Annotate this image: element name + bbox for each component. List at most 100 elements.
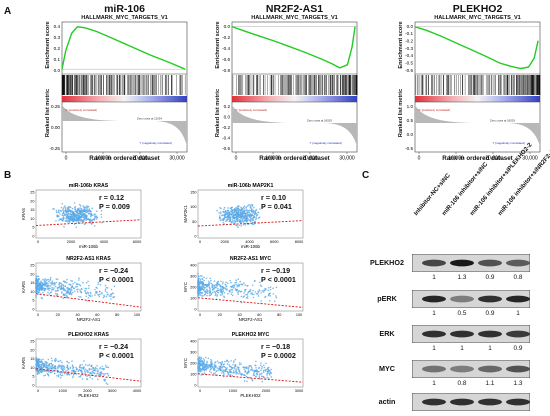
metric-tick-label: 0.0 — [407, 132, 414, 137]
band-quant-value: 1.1 — [485, 380, 495, 387]
scatter-x-label: PLEKHO2 — [240, 393, 261, 398]
metric-tick-label: -0.5 — [405, 146, 413, 151]
scatter-title: PLEKHO2 MYC — [232, 332, 270, 338]
zero-cross-label: Zero cross at 16529 — [490, 119, 515, 123]
es-tick-label: -0.2 — [222, 35, 230, 40]
x-tick-label: 3000 — [108, 389, 116, 393]
x-tick-label: 0 — [199, 313, 201, 317]
y-tick-label: 20 — [30, 272, 34, 276]
y-tick-label: 300 — [190, 351, 196, 355]
band-quant-value: 0.8 — [513, 274, 523, 281]
metric-tick-label: 0.00 — [51, 125, 60, 130]
blot-band — [450, 330, 474, 338]
y-tick-label: 50 — [192, 220, 196, 224]
x-tick-label: 2000 — [67, 240, 75, 244]
r-value: r = −0.19 — [261, 266, 291, 275]
blot-label: MYC — [379, 364, 395, 373]
x-tick-label: 8000 — [295, 240, 303, 244]
gsea-title: NR2F2-AS1 — [265, 3, 324, 15]
ranked-heat-strip — [415, 96, 540, 102]
x-tick-label: 4000 — [133, 389, 141, 393]
y-tick-label: 200 — [190, 286, 196, 290]
p-value: P < 0.0001 — [99, 275, 134, 284]
y-tick-label: 10 — [30, 290, 34, 294]
x-tick-label: 0 — [37, 240, 39, 244]
scatter-y-label: KRAS — [21, 208, 26, 220]
es-tick-label: -0.6 — [222, 57, 230, 62]
gsea-title: PLEKHO2 — [452, 3, 503, 15]
lane-label: miR-106 inhibitor+siNC — [440, 161, 490, 217]
scatter-points — [35, 275, 116, 302]
es-tick-label: -0.4 — [222, 46, 230, 51]
trend-line — [35, 219, 142, 226]
positive-label: 'h' (positively correlated) — [65, 108, 97, 112]
x-tick-label: 40 — [237, 313, 241, 317]
y-tick-label: 10 — [30, 366, 34, 370]
x-tick-label: 20 — [56, 313, 60, 317]
es-tick-label: 0.2 — [54, 46, 61, 51]
metric-tick-label: -0.4 — [222, 135, 230, 140]
metric-tick-label: 1.0 — [407, 104, 414, 109]
blot-strip — [412, 325, 530, 343]
x-tick-label: 10,000 — [448, 156, 464, 162]
blot-band — [506, 330, 530, 338]
metric-tick-label: 0.0 — [224, 114, 231, 119]
x-tick-label: 40 — [75, 313, 79, 317]
blot-band — [478, 259, 502, 267]
gsea-subtitle: HALLMARK_MYC_TARGETS_V1 — [251, 15, 338, 21]
y-tick-label: 25 — [30, 264, 34, 268]
negative-label: 'l' (negatively correlated) — [310, 141, 342, 145]
blot-band — [506, 398, 530, 406]
gsea-plot-svg: 0.0 -0.1 -0.2 -0.3 -0.4 -0.5 -0.6 1.0 0.5 0.0 -0.5… — [405, 21, 541, 162]
es-curve — [61, 26, 186, 70]
y-tick-label: 0 — [194, 308, 196, 312]
blot-band — [506, 295, 530, 303]
blot-band — [506, 259, 530, 267]
x-tick-label: 0 — [199, 240, 201, 244]
negative-label: 'l' (negatively correlated) — [140, 141, 172, 145]
metric-tick-label: -0.6 — [222, 146, 230, 151]
y-tick-label: 0 — [32, 235, 34, 239]
blot-band — [478, 365, 502, 373]
metric-tick-label: 0.2 — [224, 104, 231, 109]
band-quant-value: 0.9 — [485, 310, 495, 317]
y-tick-label: 5 — [32, 226, 34, 230]
x-tick-label: 20,000 — [485, 156, 501, 162]
x-tick-label: 2000 — [221, 240, 229, 244]
scatter-points — [52, 202, 103, 229]
scatter-stats: r = −0.24 P < 0.0001 — [99, 342, 145, 360]
blot-label: pERK — [377, 294, 397, 303]
es-tick-label: 0.3 — [54, 35, 61, 40]
scatter-title: PLEKHO2 KRAS — [68, 332, 109, 338]
gene-hit-barcode — [415, 75, 541, 95]
blot-label: ERK — [379, 329, 395, 338]
y-tick-label: 5 — [32, 375, 34, 379]
blot-band — [478, 398, 502, 406]
band-quant-value: 1 — [432, 380, 436, 387]
blot-band — [450, 398, 474, 406]
blot-strip — [412, 254, 530, 272]
x-tick-label: 0 — [37, 389, 39, 393]
es-tick-label: 0.0 — [224, 24, 231, 29]
x-tick-label: 2000 — [83, 389, 91, 393]
blot-strip — [412, 290, 530, 308]
scatter-stats: r = 0.12 P = 0.009 — [99, 193, 145, 211]
gsea-x-axis-label: Rank in ordered dataset — [259, 155, 330, 162]
y-tick-label: 0 — [32, 384, 34, 388]
scatter-title: miR-106b KRAS — [69, 183, 109, 189]
r-value: r = 0.10 — [261, 193, 286, 202]
panel-b-letter: B — [4, 170, 12, 181]
es-tick-label: -0.5 — [405, 60, 413, 65]
negative-label: 'l' (negatively correlated) — [493, 141, 525, 145]
y-tick-label: 0 — [194, 235, 196, 239]
x-tick-label: 100 — [296, 313, 302, 317]
scatter-stats: r = −0.19 P < 0.0001 — [261, 266, 307, 284]
scatter-plot-svg: miR-106b MAP2K1 150 100 50 00 2000 4000 6000 800… — [183, 183, 304, 249]
p-value: P < 0.0001 — [261, 275, 296, 284]
es-tick-label: -0.1 — [405, 31, 413, 36]
p-value: P = 0.0002 — [261, 351, 296, 360]
x-tick-label: 10,000 — [265, 156, 281, 162]
scatter-plot-svg: PLEKHO2 KRAS 25 20 15 10 5 00 1000 2000 3000 4000 P… — [21, 332, 142, 398]
trend-line — [35, 368, 142, 382]
y-tick-label: 200 — [190, 362, 196, 366]
